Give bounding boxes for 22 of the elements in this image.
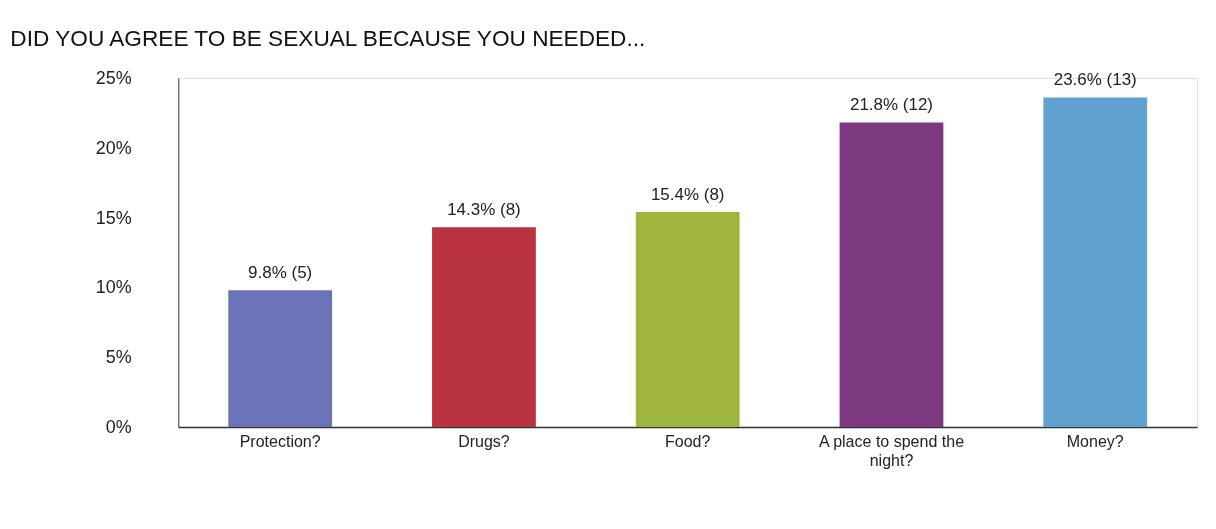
bar <box>228 290 333 427</box>
y-tick-label: 0% <box>105 417 132 438</box>
data-label: 14.3% (8) <box>447 200 521 220</box>
bar <box>635 211 740 427</box>
bar <box>1043 97 1148 427</box>
bar <box>839 122 944 427</box>
y-tick-label: 25% <box>95 68 132 89</box>
y-tick-label: 10% <box>95 277 132 298</box>
y-tick-label: 15% <box>95 207 132 228</box>
data-label: 9.8% (5) <box>248 262 313 282</box>
bar <box>432 227 536 427</box>
chart-title: DID YOU AGREE TO BE SEXUAL BECAUSE YOU NEEDED... <box>10 25 646 51</box>
x-tick-label: Money? <box>1066 432 1124 451</box>
x-tick-label: Drugs? <box>458 432 510 451</box>
x-tick-label: Protection? <box>239 432 321 451</box>
data-label: 15.4% (8) <box>650 184 725 204</box>
y-tick-label: 5% <box>105 347 132 368</box>
y-tick-label: 20% <box>95 137 132 158</box>
data-label: 23.6% (13) <box>1053 70 1137 90</box>
x-tick-label: Food? <box>665 432 711 451</box>
data-label: 21.8% (12) <box>849 95 933 115</box>
x-tick-label: A place to spend the night? <box>818 432 965 470</box>
